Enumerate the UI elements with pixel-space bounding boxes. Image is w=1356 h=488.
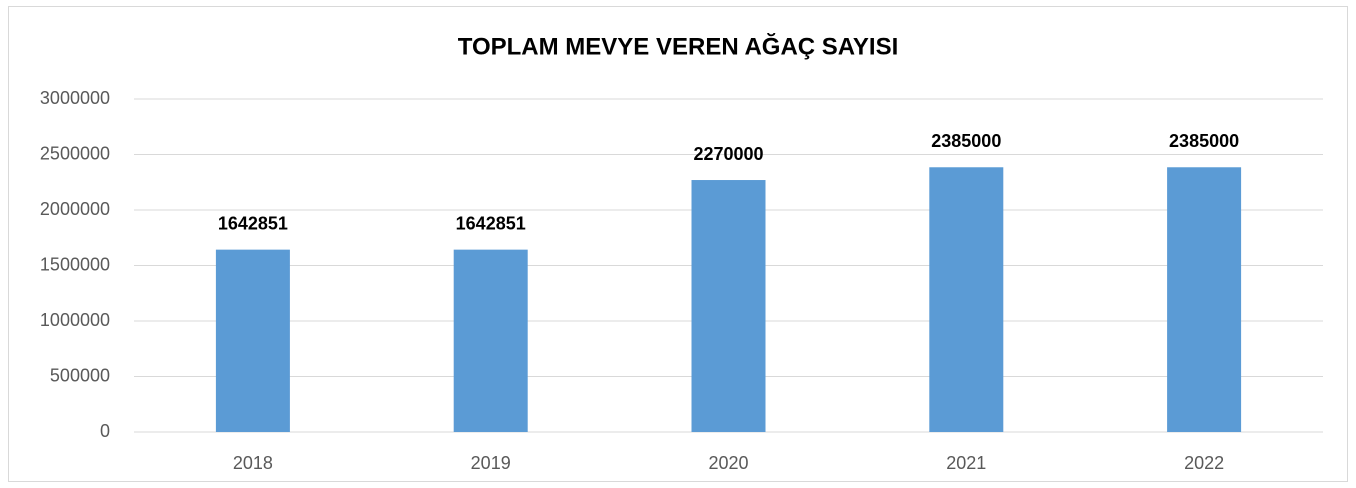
bar — [929, 167, 1004, 432]
value-label: 1642851 — [218, 213, 288, 233]
value-label: 2385000 — [1169, 131, 1239, 151]
y-tick-label: 500000 — [50, 365, 110, 385]
x-tick-label: 2020 — [708, 453, 748, 473]
y-tick-label: 2500000 — [40, 143, 110, 163]
x-tick-label: 2021 — [946, 453, 986, 473]
chart-frame — [8, 6, 1348, 482]
value-label: 1642851 — [456, 213, 526, 233]
y-tick-label: 3000000 — [40, 88, 110, 108]
bar — [691, 180, 766, 432]
y-tick-label: 1500000 — [40, 254, 110, 274]
bar — [1167, 167, 1242, 432]
x-tick-label: 2022 — [1184, 453, 1224, 473]
value-label: 2385000 — [931, 131, 1001, 151]
value-label: 2270000 — [693, 144, 763, 164]
bar — [453, 249, 528, 432]
bar — [215, 249, 290, 432]
chart-title: TOPLAM MEVYE VEREN AĞAÇ SAYISI — [458, 32, 899, 60]
y-tick-label: 1000000 — [40, 310, 110, 330]
x-tick-label: 2018 — [233, 453, 273, 473]
y-tick-label: 2000000 — [40, 199, 110, 219]
y-tick-label: 0 — [100, 421, 110, 441]
x-tick-label: 2019 — [471, 453, 511, 473]
